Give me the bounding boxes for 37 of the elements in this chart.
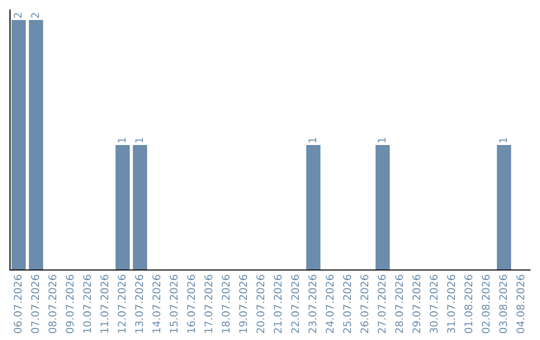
data-label: 2 xyxy=(14,13,22,18)
data-label: 1 xyxy=(378,138,386,142)
x-tick-label: 22.07.2026 xyxy=(291,274,300,334)
x-tick-label: 30.07.2026 xyxy=(430,274,438,334)
x-tick-label: 04.08.2026 xyxy=(516,274,524,334)
data-label: 1 xyxy=(135,138,143,142)
x-tick-label: 21.07.2026 xyxy=(274,274,282,334)
x-tick-label: 11.07.2026 xyxy=(100,274,108,333)
x-tick-label: 18.07.2026 xyxy=(222,274,230,333)
x-tick-label: 10.07.2026 xyxy=(83,274,92,333)
x-tick-label: 31.07.2026 xyxy=(447,274,456,334)
x-tick-label: 27.07.2026 xyxy=(378,274,386,334)
x-tick-label: 07.07.2026 xyxy=(31,274,40,334)
data-label: 1 xyxy=(308,138,316,142)
x-tick-label: 16.07.2026 xyxy=(187,274,196,333)
x-tick-label: 28.07.2026 xyxy=(395,274,404,334)
x-tick-label: 29.07.2026 xyxy=(412,274,420,334)
x-tick-label: 23.07.2026 xyxy=(308,274,316,334)
x-tick-label: 02.08.2026 xyxy=(482,274,490,334)
x-tick-label: 08.07.2026 xyxy=(48,274,56,334)
x-tick-label: 15.07.2026 xyxy=(170,274,178,333)
x-tick-label: 12.07.2026 xyxy=(118,274,126,333)
x-tick-label: 17.07.2026 xyxy=(204,274,212,333)
x-tick-label: 25.07.2026 xyxy=(343,274,352,334)
data-label: 1 xyxy=(499,138,507,142)
data-label: 1 xyxy=(118,138,126,142)
x-tick-label: 24.07.2026 xyxy=(326,274,334,334)
x-tick-label: 13.07.2026 xyxy=(135,274,144,333)
x-tick-label: 19.07.2026 xyxy=(239,274,248,333)
x-tick-label: 01.08.2026 xyxy=(464,274,472,334)
data-label: 2 xyxy=(31,13,39,18)
x-tick-label: 26.07.2026 xyxy=(360,274,368,334)
x-tick-label: 06.07.2026 xyxy=(14,274,22,334)
x-tick-label: 03.08.2026 xyxy=(499,274,508,334)
x-tick-label: 14.07.2026 xyxy=(152,274,160,333)
x-tick-label: 09.07.2026 xyxy=(66,274,74,334)
x-tick-label: 20.07.2026 xyxy=(256,274,264,334)
